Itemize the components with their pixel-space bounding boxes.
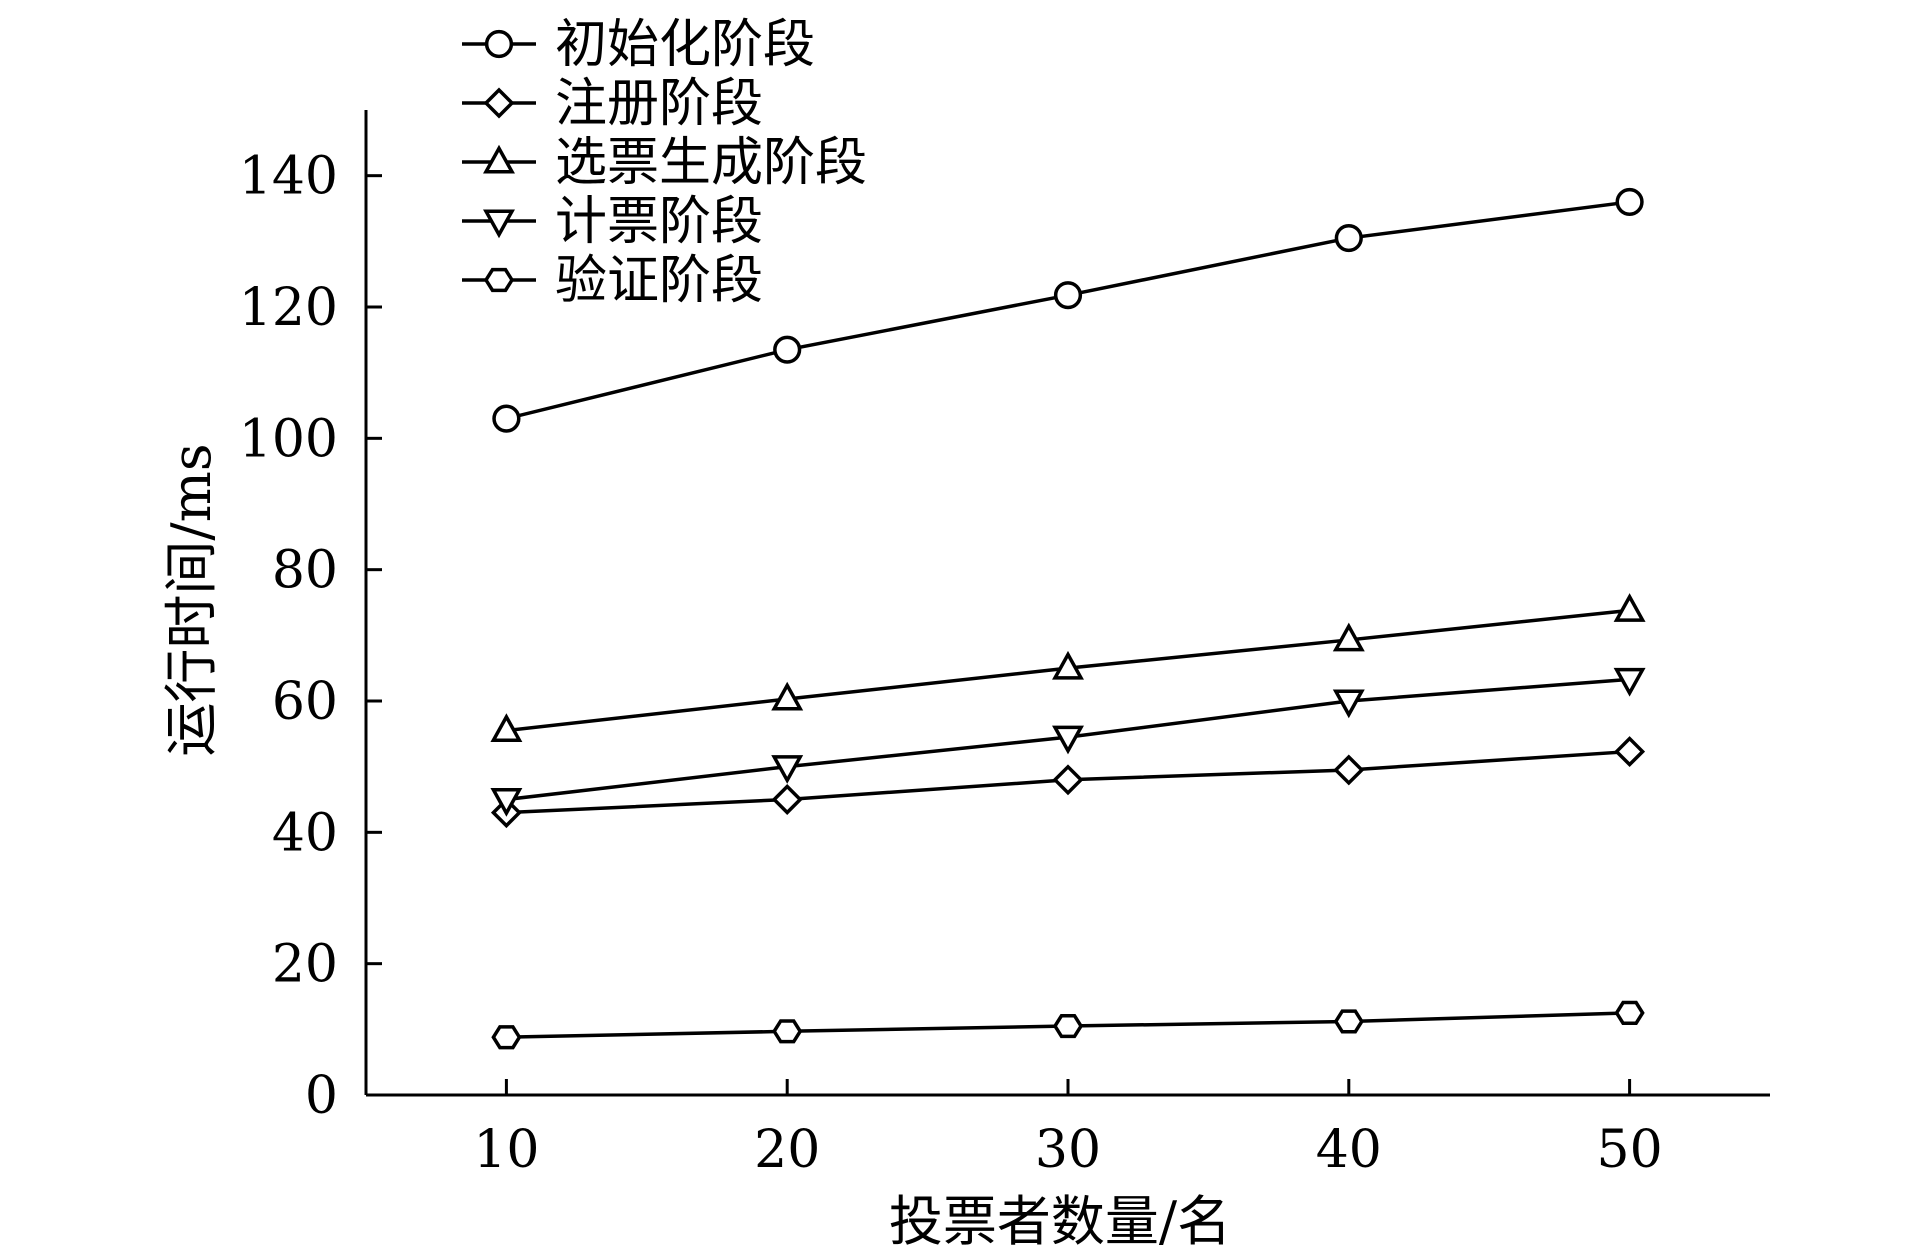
legend-item: 注册阶段 xyxy=(462,74,763,134)
x-tick-label: 30 xyxy=(1035,1120,1101,1180)
legend-label: 初始化阶段 xyxy=(555,15,815,75)
y-tick-label: 120 xyxy=(239,278,338,338)
data-point xyxy=(1334,223,1363,253)
data-point xyxy=(1332,622,1365,652)
y-axis-title: 运行时间/ms xyxy=(160,443,223,756)
x-tick-label: 20 xyxy=(754,1120,820,1180)
data-point xyxy=(772,1019,803,1044)
y-tick-label: 40 xyxy=(272,803,338,863)
y-tick-label: 100 xyxy=(239,409,338,469)
x-tick-label: 10 xyxy=(473,1120,539,1180)
legend-label: 选票生成阶段 xyxy=(555,133,867,193)
axes: 0 20 40 60 80 100 120 140 10 20 30 40 50 xyxy=(239,110,1770,1180)
legend-label: 注册阶段 xyxy=(555,74,763,134)
legend-marker xyxy=(483,87,515,119)
data-point xyxy=(773,335,802,364)
legend-label: 计票阶段 xyxy=(555,192,763,252)
data-point xyxy=(771,784,803,815)
legend-marker xyxy=(483,144,515,174)
y-tick-label: 20 xyxy=(272,935,338,995)
series-triangle-up xyxy=(490,593,1646,743)
legend-item: 选票生成阶段 xyxy=(462,133,867,193)
series-hexagon xyxy=(491,1000,1645,1050)
x-axis-title: 投票者数量/名 xyxy=(889,1190,1231,1252)
y-tick-label: 80 xyxy=(272,541,338,601)
legend-item: 初始化阶段 xyxy=(462,15,815,75)
x-tick-label: 40 xyxy=(1316,1120,1382,1180)
data-point xyxy=(491,1025,522,1050)
y-tick-label: 140 xyxy=(239,147,338,207)
legend-marker xyxy=(483,209,515,239)
data-point xyxy=(771,755,804,784)
legend-marker xyxy=(483,267,515,293)
series-diamond xyxy=(490,736,1646,829)
data-point xyxy=(1614,1000,1645,1026)
data-point xyxy=(1333,1009,1364,1034)
series-triangle-down xyxy=(490,667,1646,817)
data-point xyxy=(1333,754,1365,786)
data-point xyxy=(490,788,523,817)
y-tick-label: 60 xyxy=(272,672,338,732)
x-tick-label: 50 xyxy=(1597,1120,1663,1180)
legend-label: 验证阶段 xyxy=(555,251,763,311)
data-point xyxy=(1614,736,1646,768)
legend-item: 验证阶段 xyxy=(462,251,763,311)
data-point xyxy=(1052,725,1084,755)
data-point xyxy=(492,404,521,433)
data-point xyxy=(1332,689,1365,719)
series-circle xyxy=(492,187,1644,433)
data-point xyxy=(1615,187,1644,217)
data-point xyxy=(1052,650,1084,680)
y-tick-label: 0 xyxy=(305,1066,338,1126)
series-layer xyxy=(490,187,1646,1050)
data-point xyxy=(1613,667,1646,697)
data-point xyxy=(1613,593,1646,622)
data-point xyxy=(1053,281,1083,310)
legend-item: 计票阶段 xyxy=(462,192,763,252)
data-point xyxy=(1052,1013,1084,1039)
legend-marker xyxy=(484,29,514,59)
data-point xyxy=(490,713,523,743)
data-point xyxy=(771,681,804,711)
data-point xyxy=(1052,764,1084,796)
